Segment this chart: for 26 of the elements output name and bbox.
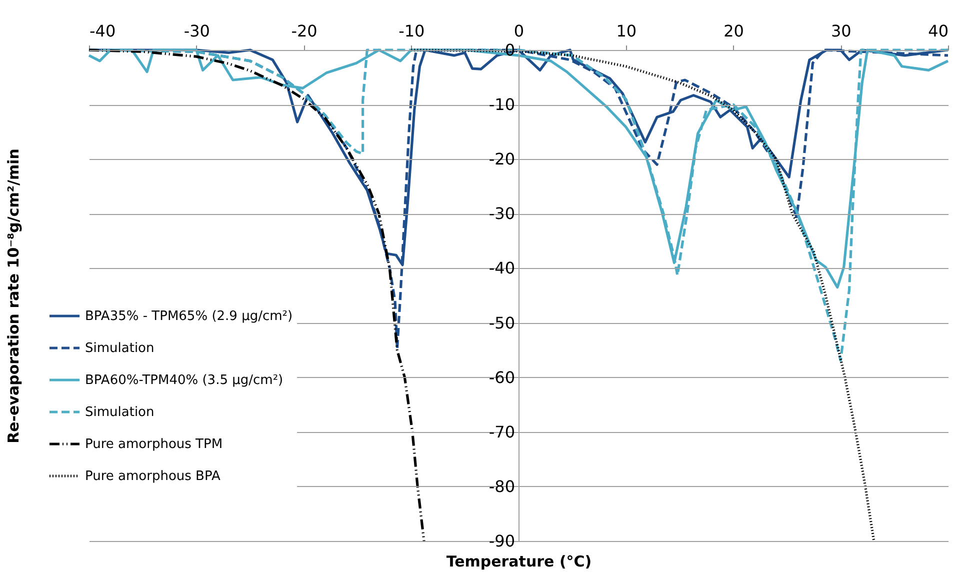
x-tick-label: 40 [928,22,948,40]
y-tick-label: -80 [488,476,515,496]
y-tick-label: -90 [488,532,515,550]
y-tick-label: -60 [488,368,515,387]
legend-label: Simulation [85,405,154,420]
y-tick-label: -70 [488,422,515,442]
x-tick-label: -30 [184,22,210,40]
legend-label: Pure amorphous TPM [85,437,223,452]
x-tick-label: -20 [291,22,318,40]
x-tick-label: -40 [90,22,116,40]
x-tick-label: 20 [724,22,744,40]
legend-label: Pure amorphous BPA [85,469,220,484]
x-tick-label: -10 [398,22,425,40]
legend-label: BPA60%-TPM40% (3.5 μg/cm²) [85,373,284,388]
legend-label: BPA35% - TPM65% (2.9 μg/cm²) [85,309,293,324]
y-tick-label: -50 [488,313,515,332]
x-tick-label: 10 [616,22,637,40]
y-tick-label: -20 [488,150,515,169]
y-tick-label: -10 [488,95,515,114]
x-axis-title: Temperature (°C) [446,552,592,570]
y-axis-title: Re-evaporation rate 10⁻⁸g/cm²/min [4,148,22,444]
legend-label: Simulation [85,341,154,356]
y-tick-label: -40 [488,258,515,278]
line-series [88,48,426,542]
x-tick-label: 30 [830,22,852,40]
y-tick-label: -30 [488,204,515,224]
